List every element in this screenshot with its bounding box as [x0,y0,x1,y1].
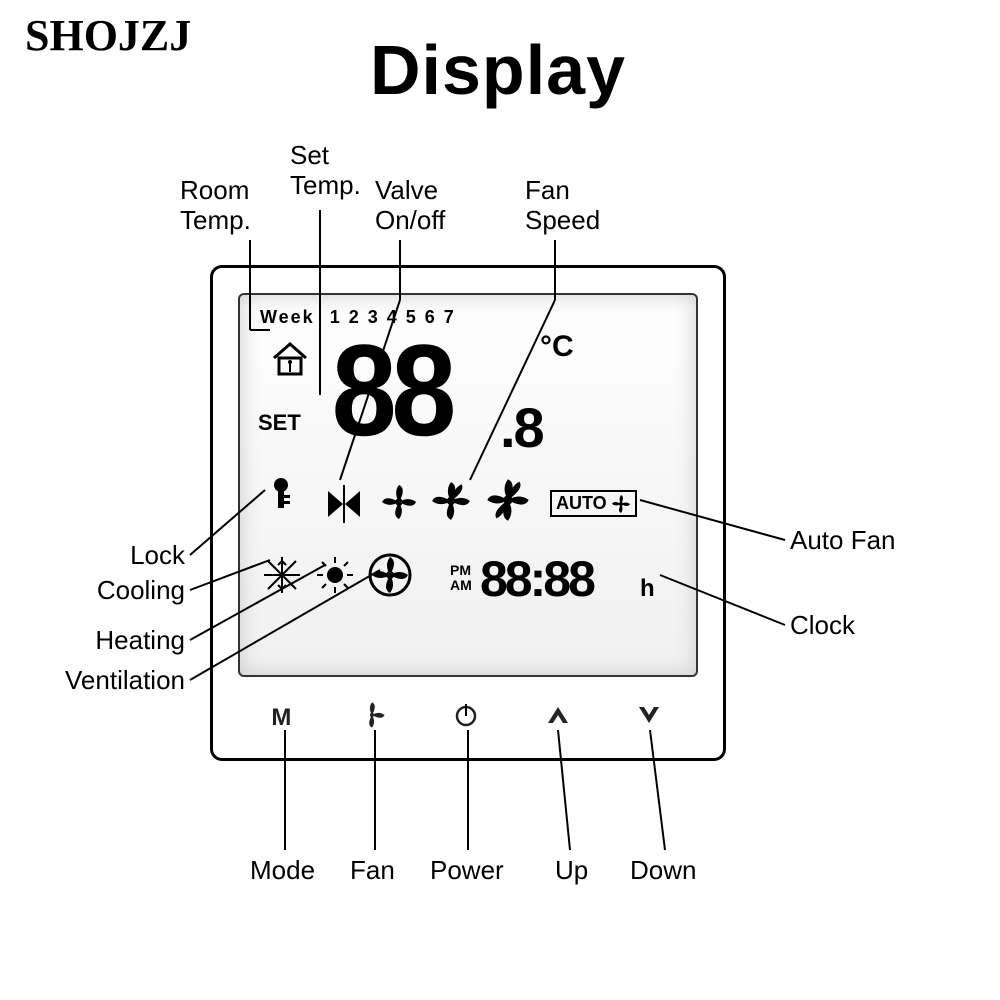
label-auto-fan: Auto Fan [790,525,896,555]
fan-speed-3-icon [485,477,531,528]
label-set-temp: Set Temp. [290,140,361,200]
temp-main: 88 [332,325,451,455]
house-icon [270,340,310,383]
label-valve-line1: Valve [375,175,445,205]
label-room-temp-line1: Room [180,175,251,205]
up-button[interactable] [546,703,570,734]
fan-icon [358,701,386,729]
label-ventilation: Ventilation [50,665,185,695]
auto-fan-indicator: AUTO [550,490,637,517]
clock-value: 88:88 [480,550,593,608]
lock-icon [266,475,296,520]
auto-label: AUTO [556,493,607,514]
label-lock: Lock [105,540,185,570]
power-icon [453,702,479,728]
label-up: Up [555,855,588,885]
page-title: Display [370,30,626,110]
label-mode: Mode [250,855,315,885]
clock-unit: h [640,575,655,603]
label-fan: Fan [350,855,395,885]
chevron-up-icon [546,703,570,727]
fan-speed-1-icon [380,483,418,526]
label-set-temp-line2: Temp. [290,170,361,200]
set-label: SET [258,410,301,436]
week-label: Week [260,307,315,327]
auto-fan-icon [611,494,631,514]
fan-button[interactable] [358,701,386,736]
label-cooling: Cooling [75,575,185,605]
temp-unit: °C [540,330,574,364]
label-room-temp: Room Temp. [180,175,251,235]
button-row: M [238,693,694,743]
lcd-screen: Week 1 2 3 4 5 6 7 SET 88 .8 °C [238,293,698,677]
label-fan-speed: Fan Speed [525,175,600,235]
valve-icon [325,485,363,528]
label-heating: Heating [75,625,185,655]
label-set-temp-line1: Set [290,140,361,170]
power-button[interactable] [453,702,479,735]
ventilation-icon [368,553,412,602]
label-valve: Valve On/off [375,175,445,235]
heating-icon [315,555,355,600]
label-power: Power [430,855,504,885]
chevron-down-icon [637,703,661,727]
temp-decimal: .8 [500,395,543,460]
label-fan-speed-line2: Speed [525,205,600,235]
fan-speed-2-icon [430,480,472,527]
cooling-icon [262,555,302,600]
clock-ampm: PM AM [450,563,472,593]
page: SHOJZJ Display Room Temp. Set Temp. Valv… [0,0,1000,1000]
down-button[interactable] [637,703,661,734]
clock-pm: PM [450,563,472,578]
clock-am: AM [450,578,472,593]
brand-logo: SHOJZJ [25,10,191,61]
label-clock: Clock [790,610,855,640]
thermostat-device: Week 1 2 3 4 5 6 7 SET 88 .8 °C [210,265,726,761]
mode-button[interactable]: M [271,704,291,732]
label-down: Down [630,855,696,885]
label-valve-line2: On/off [375,205,445,235]
label-fan-speed-line1: Fan [525,175,600,205]
label-room-temp-line2: Temp. [180,205,251,235]
